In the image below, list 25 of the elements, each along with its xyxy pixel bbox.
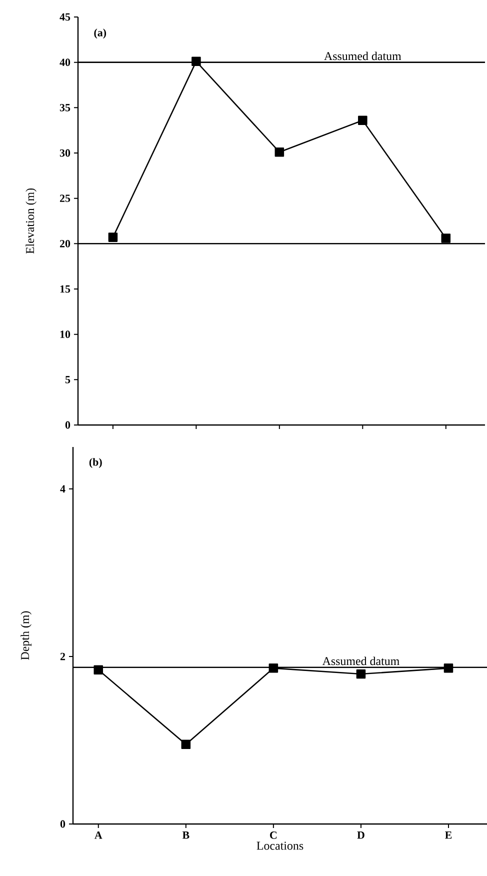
x-tick-label: D bbox=[357, 832, 364, 839]
y-tick-label: 45 bbox=[60, 13, 70, 21]
x-tick-label: E bbox=[445, 832, 452, 839]
x-tick-label: C bbox=[270, 832, 277, 839]
ref-line-label: Assumed datum bbox=[324, 52, 402, 60]
y-tick-label: 0 bbox=[60, 820, 66, 828]
x-tick-label: B bbox=[182, 832, 190, 839]
text: (b) bbox=[89, 458, 102, 468]
ref-line-label: Assumed datum bbox=[322, 656, 400, 666]
text: (a) bbox=[94, 28, 106, 39]
y-tick-label: 15 bbox=[60, 285, 70, 293]
y-tick-label: 0 bbox=[65, 421, 70, 429]
y-tick-label: 35 bbox=[60, 104, 70, 112]
x-axis-title: Locations bbox=[256, 842, 304, 850]
y-tick-label: 2 bbox=[60, 652, 66, 660]
y-tick-label: 30 bbox=[60, 149, 70, 157]
y-tick-label: 4 bbox=[60, 485, 66, 492]
y-tick-label: 5 bbox=[65, 376, 70, 384]
y-tick-label: 20 bbox=[60, 240, 70, 248]
y-tick-label: 10 bbox=[60, 330, 70, 338]
y-tick-label: 40 bbox=[60, 58, 70, 66]
y-axis-title: Elevation (m) bbox=[26, 188, 36, 254]
y-tick-label: 25 bbox=[60, 194, 70, 202]
y-axis-title: Depth (m) bbox=[20, 611, 32, 660]
x-tick-label: A bbox=[94, 832, 102, 839]
